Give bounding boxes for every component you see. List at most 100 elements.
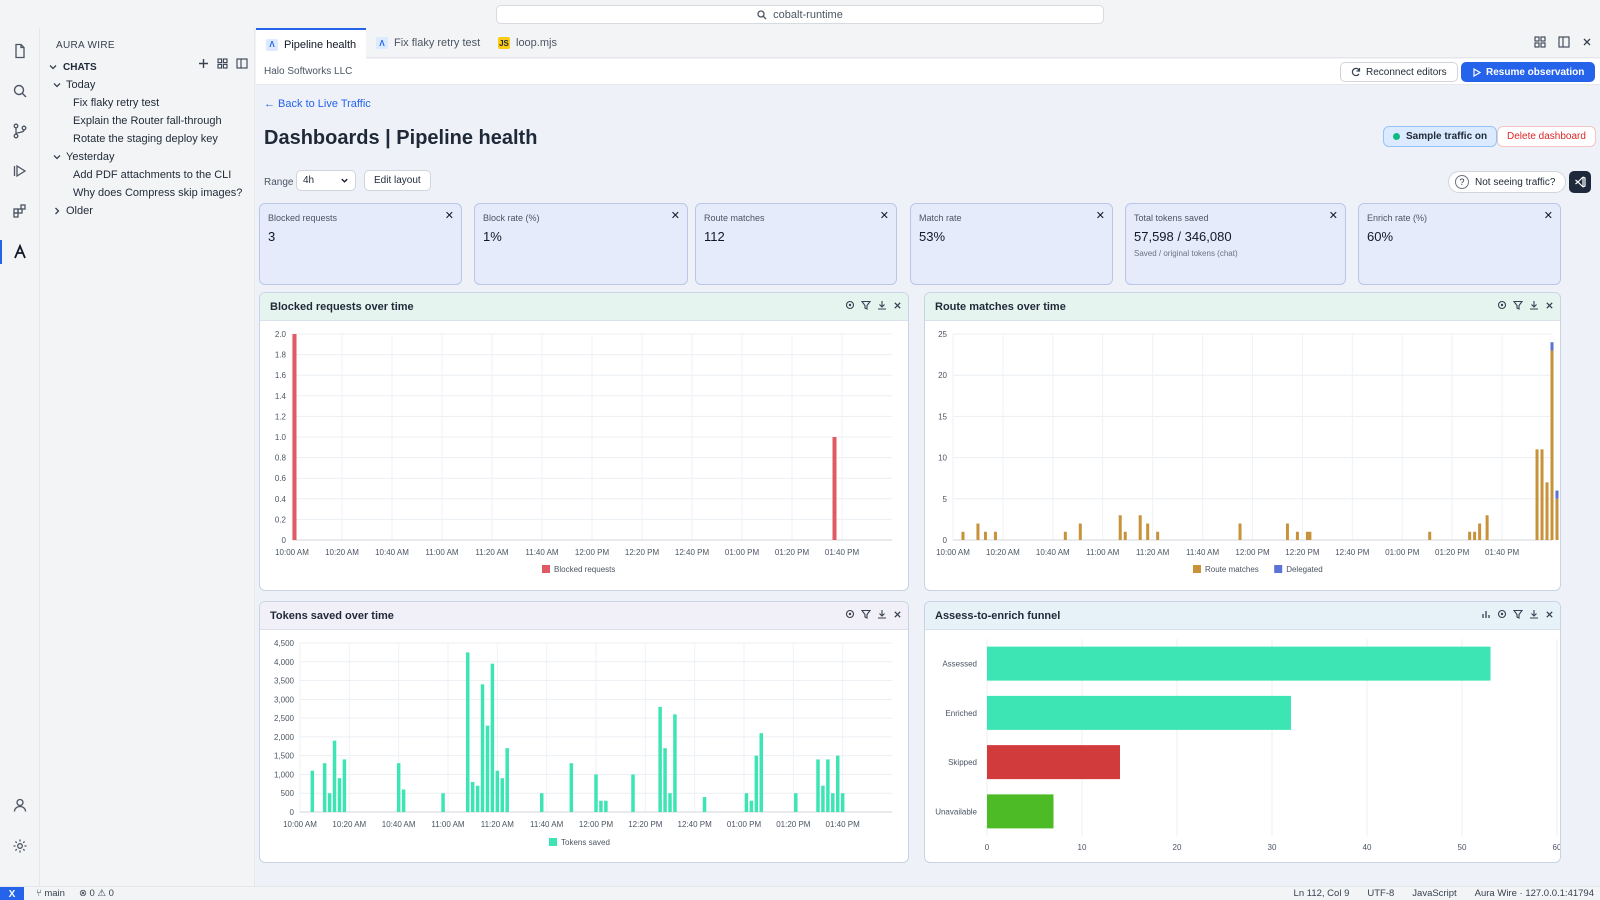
file-encoding[interactable]: UTF-8	[1367, 888, 1395, 899]
filter-icon[interactable]	[1512, 609, 1524, 622]
reconnect-editors-button[interactable]: Reconnect editors	[1340, 62, 1458, 82]
split-editor-icon[interactable]	[1558, 36, 1570, 48]
branch-name: main	[44, 888, 65, 899]
chat-item[interactable]: Rotate the staging deploy key	[40, 130, 255, 148]
x-tick-label: 10:00 AM	[275, 548, 309, 557]
aura-wire-icon[interactable]	[0, 238, 40, 266]
layout-grid-icon[interactable]	[1534, 36, 1546, 48]
tab-fix-flaky-retry-test[interactable]: Λ Fix flaky retry test	[366, 28, 490, 58]
title-bar: cobalt-runtime	[0, 0, 1600, 28]
filter-icon[interactable]	[860, 300, 872, 313]
bar	[470, 781, 475, 812]
bar	[1560, 466, 1561, 540]
bar	[594, 774, 598, 812]
x-tick-label: 10	[1078, 843, 1087, 852]
account-icon[interactable]	[0, 791, 40, 819]
edit-layout-button[interactable]: Edit layout	[364, 170, 431, 191]
chat-item[interactable]: Explain the Router fall-through	[40, 112, 255, 130]
group-today[interactable]: Today	[40, 76, 255, 94]
language-mode[interactable]: JavaScript	[1412, 888, 1457, 899]
extensions-icon[interactable]	[0, 197, 40, 225]
bar-chart-icon[interactable]	[1481, 609, 1491, 622]
y-tick-label: 5	[943, 495, 948, 504]
open-in-editor-button[interactable]	[1569, 171, 1591, 193]
download-icon[interactable]	[1529, 609, 1539, 622]
panel-title: Blocked requests over time	[270, 300, 414, 313]
x-tick-label: 20	[1173, 843, 1182, 852]
close-icon[interactable]: ✕	[670, 210, 680, 222]
x-tick-label: 50	[1458, 843, 1467, 852]
bar	[835, 755, 840, 812]
x-tick-label: 11:40 AM	[1186, 548, 1220, 557]
organization-name: Halo Softworks LLC	[264, 66, 353, 77]
filter-icon[interactable]	[860, 609, 872, 622]
command-search[interactable]: cobalt-runtime	[496, 5, 1104, 24]
filter-icon[interactable]	[1512, 300, 1524, 313]
chat-item-label: Fix flaky retry test	[73, 97, 160, 109]
back-to-live-traffic-link[interactable]: ← Back to Live Traffic	[264, 98, 371, 110]
settings-gear-icon[interactable]	[845, 300, 855, 313]
search-icon[interactable]	[0, 77, 40, 105]
close-icon[interactable]	[1545, 301, 1554, 313]
sample-traffic-toggle[interactable]: Sample traffic on	[1383, 126, 1498, 147]
close-icon[interactable]	[893, 610, 902, 622]
bar	[1550, 350, 1554, 540]
kpi-label: Total tokens saved	[1134, 213, 1209, 223]
close-icon[interactable]: ✕	[1543, 210, 1553, 222]
chart-body: 0 10 20 30 40 50 60 Assessed Enriched Skipped Unav…	[925, 631, 1560, 862]
cursor-position[interactable]: Ln 112, Col 9	[1293, 888, 1350, 899]
close-icon[interactable]: ✕	[1328, 210, 1338, 222]
legend-swatch	[1193, 565, 1201, 573]
grid-view-icon[interactable]	[217, 58, 228, 69]
not-seeing-traffic-button[interactable]: ? Not seeing traffic?	[1448, 171, 1567, 193]
run-debug-icon[interactable]	[0, 157, 40, 185]
tab-loop-mjs[interactable]: JS loop.mjs	[488, 28, 567, 58]
download-icon[interactable]	[877, 609, 887, 622]
download-icon[interactable]	[1529, 300, 1539, 313]
chevron-down-icon	[49, 65, 57, 70]
explorer-icon[interactable]	[0, 37, 40, 65]
chat-item[interactable]: Why does Compress skip images?	[40, 184, 255, 202]
close-icon[interactable]: ✕	[444, 210, 454, 222]
x-tick-label: 01:40 PM	[1485, 548, 1520, 557]
delete-dashboard-button[interactable]: Delete dashboard	[1497, 126, 1596, 147]
server-status[interactable]: Aura Wire · 127.0.0.1:41794	[1474, 888, 1594, 899]
route-matches-chart: 0 5 10 15 20 25 10:00 AM 10:20 AM 10:40 AM 11:00 …	[936, 330, 1561, 574]
chats-section-header[interactable]: CHATS	[40, 58, 255, 76]
x-tick-label: 10:00 AM	[283, 820, 317, 829]
y-tick-label: 25	[938, 330, 947, 339]
tab-pipeline-health[interactable]: Λ Pipeline health	[256, 28, 367, 59]
remote-indicator[interactable]: X	[0, 887, 24, 900]
close-icon[interactable]	[893, 301, 902, 313]
bar	[569, 763, 574, 812]
panel-toggle-icon[interactable]	[236, 58, 248, 69]
branch-indicator[interactable]: ⑂ main	[36, 888, 65, 899]
x-tick-label: 12:20 PM	[628, 820, 663, 829]
close-icon[interactable]	[1582, 37, 1592, 47]
chevron-right-icon	[55, 207, 60, 215]
panel-header: Assess-to-enrich funnel	[925, 602, 1560, 630]
new-chat-plus-icon[interactable]	[198, 58, 209, 69]
close-icon[interactable]: ✕	[879, 210, 889, 222]
settings-gear-icon[interactable]	[1497, 609, 1507, 622]
branch-icon: ⑂	[36, 888, 45, 899]
range-select[interactable]: 4h	[296, 170, 356, 191]
x-tick-label: 11:20 AM	[1136, 548, 1170, 557]
legend-swatch	[549, 838, 557, 846]
resume-observation-button[interactable]: Resume observation	[1461, 62, 1596, 82]
source-control-icon[interactable]	[0, 117, 40, 145]
close-icon[interactable]	[1545, 610, 1554, 622]
settings-gear-icon[interactable]	[845, 609, 855, 622]
chat-item[interactable]: Fix flaky retry test	[40, 94, 255, 112]
settings-gear-icon[interactable]	[1497, 300, 1507, 313]
group-older[interactable]: Older	[40, 202, 255, 220]
bar	[490, 663, 495, 812]
download-icon[interactable]	[877, 300, 887, 313]
bar	[631, 774, 635, 812]
settings-gear-icon[interactable]	[0, 832, 40, 860]
group-yesterday[interactable]: Yesterday	[40, 148, 255, 166]
y-tick-label: 10	[938, 454, 947, 463]
close-icon[interactable]: ✕	[1095, 210, 1105, 222]
chat-item[interactable]: Add PDF attachments to the CLI	[40, 166, 255, 184]
problems-indicator[interactable]: ⊗ 0 ⚠ 0	[78, 888, 114, 899]
